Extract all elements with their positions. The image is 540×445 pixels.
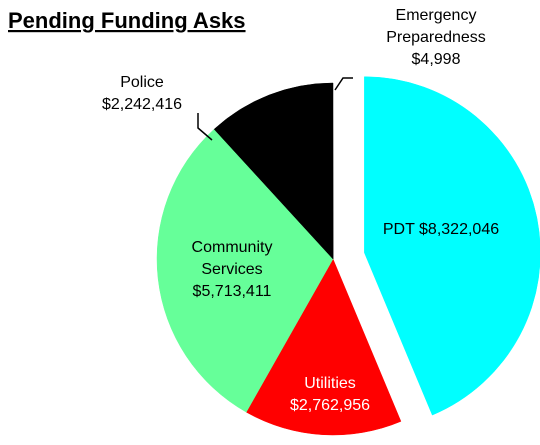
leader-line-police: [197, 113, 213, 141]
slice-label-emergency-preparedness: Emergency Preparedness $4,998: [386, 7, 486, 68]
slice-labels: PDT $8,322,046 Utilities $2,762,956 Communi…: [102, 7, 499, 414]
slice-label-pdt: PDT $8,322,046: [383, 221, 499, 238]
slice-label-community-services: Community Services $5,713,411: [192, 239, 273, 300]
slice-label-utilities: Utilities $2,762,956: [290, 375, 370, 414]
chart-title: Pending Funding Asks: [8, 8, 246, 33]
pie-slice-police: [213, 82, 334, 260]
leader-line-emergency-preparedness: [334, 77, 353, 91]
pie-slice-utilities: [245, 258, 402, 436]
pie-slices: [156, 76, 540, 436]
leader-lines: [197, 77, 353, 141]
pie-slice-community-services: [156, 128, 334, 413]
pie-slice-pdt: [364, 76, 540, 416]
slice-label-police: Police $2,242,416: [102, 74, 182, 113]
